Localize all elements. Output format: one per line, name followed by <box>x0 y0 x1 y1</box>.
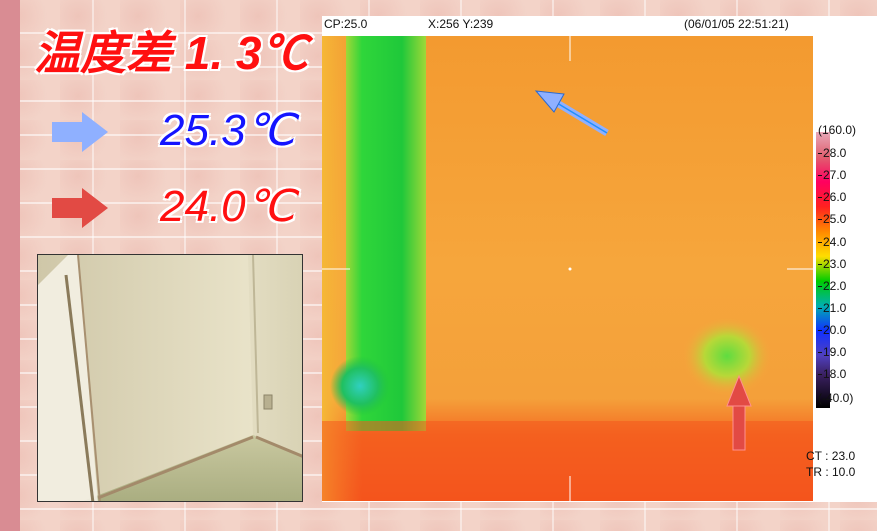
blue-point-temperature: 25.3℃ <box>160 106 296 155</box>
scale-label: 18.0 <box>818 367 846 381</box>
scale-label-max: (160.0) <box>818 123 857 137</box>
scale-label: 27.0 <box>818 168 846 182</box>
temperature-difference-title: 温度差 1. 3℃ <box>34 27 308 79</box>
blue-arrow-icon <box>52 112 108 152</box>
scale-label: 20.0 <box>818 323 846 337</box>
red-point-temperature: 24.0℃ <box>160 182 296 231</box>
scale-label: 26.0 <box>818 190 846 204</box>
red-marker-arrow-icon <box>726 374 752 451</box>
scale-label: 19.0 <box>818 345 846 359</box>
thermal-image <box>322 36 813 501</box>
room-corner-photo <box>37 254 303 502</box>
scale-label-min: (-40.0) <box>818 391 854 405</box>
scale-label: 25.0 <box>818 212 846 226</box>
left-accent-bar <box>0 0 20 531</box>
temperature-scale-bar <box>816 132 830 408</box>
scale-label: 21.0 <box>818 301 846 315</box>
scale-label: 23.0 <box>818 257 846 271</box>
scale-label: 28.0 <box>818 146 846 160</box>
cursor-coordinates-readout: X:256 Y:239 <box>428 17 494 31</box>
temperature-range-readout: TR : 10.0 <box>806 465 856 479</box>
center-temperature-readout: CT : 23.0 <box>806 449 856 463</box>
blue-marker-arrow-icon <box>534 90 609 137</box>
capture-timestamp: (06/01/05 22:51:21) <box>684 17 789 31</box>
red-arrow-icon <box>52 188 108 228</box>
scale-label: 24.0 <box>818 235 846 249</box>
scale-label: 22.0 <box>818 279 846 293</box>
thermal-image-panel: CP:25.0 X:256 Y:239 (06/01/05 22:51:21) <box>322 16 877 502</box>
cursor-point-readout: CP:25.0 <box>324 17 368 31</box>
